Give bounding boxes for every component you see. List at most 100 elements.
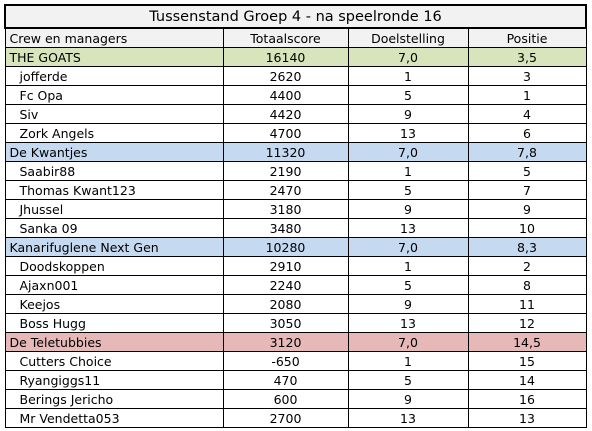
member-name: Zork Angels xyxy=(4,123,224,143)
member-position: 8 xyxy=(467,275,587,295)
member-row: Saabir88 2190 1 5 xyxy=(4,161,587,181)
member-row: Cutters Choice -650 1 15 xyxy=(4,351,587,371)
member-position: 13 xyxy=(467,408,587,428)
team-row: THE GOATS 16140 7,0 3,5 xyxy=(4,47,587,67)
member-name: Sanka 09 xyxy=(4,218,224,238)
team-position: 8,3 xyxy=(467,237,587,257)
team-total: 10280 xyxy=(222,237,349,257)
team-name: THE GOATS xyxy=(4,47,224,67)
member-position: 2 xyxy=(467,256,587,276)
member-total: 2620 xyxy=(222,66,349,86)
member-position: 15 xyxy=(467,351,587,371)
member-position: 11 xyxy=(467,294,587,314)
member-total: 2910 xyxy=(222,256,349,276)
standings-table: Tussenstand Groep 4 - na speelronde 16 C… xyxy=(4,4,587,428)
member-name: Doodskoppen xyxy=(4,256,224,276)
member-name: Ajaxn001 xyxy=(4,275,224,295)
member-total: 3180 xyxy=(222,199,349,219)
member-row: Ryangiggs11 470 5 14 xyxy=(4,370,587,390)
member-position: 4 xyxy=(467,104,587,124)
member-total: 600 xyxy=(222,389,349,409)
member-name: Keejos xyxy=(4,294,224,314)
team-position: 14,5 xyxy=(467,332,587,352)
member-name: Ryangiggs11 xyxy=(4,370,224,390)
header-row: Crew en managers Totaalscore Doelstellin… xyxy=(4,27,587,48)
member-total: 4420 xyxy=(222,104,349,124)
team-goal: 7,0 xyxy=(347,142,469,162)
member-position: 9 xyxy=(467,199,587,219)
member-total: -650 xyxy=(222,351,349,371)
member-row: Siv 4420 9 4 xyxy=(4,104,587,124)
member-row: Thomas Kwant123 2470 5 7 xyxy=(4,180,587,200)
member-position: 12 xyxy=(467,313,587,333)
column-header-total: Totaalscore xyxy=(222,27,349,48)
standings-sheet: Tussenstand Groep 4 - na speelronde 16 C… xyxy=(4,4,587,428)
member-position: 10 xyxy=(467,218,587,238)
member-total: 2470 xyxy=(222,180,349,200)
title-row: Tussenstand Groep 4 - na speelronde 16 xyxy=(4,4,587,29)
member-goal: 13 xyxy=(347,408,469,428)
team-row: De Teletubbies 3120 7,0 14,5 xyxy=(4,332,587,352)
member-total: 2240 xyxy=(222,275,349,295)
member-goal: 9 xyxy=(347,294,469,314)
team-goal: 7,0 xyxy=(347,332,469,352)
member-name: Boss Hugg xyxy=(4,313,224,333)
member-goal: 9 xyxy=(347,104,469,124)
member-goal: 13 xyxy=(347,123,469,143)
member-name: Mr Vendetta053 xyxy=(4,408,224,428)
member-goal: 13 xyxy=(347,313,469,333)
member-goal: 1 xyxy=(347,66,469,86)
member-goal: 9 xyxy=(347,389,469,409)
table-title: Tussenstand Groep 4 - na speelronde 16 xyxy=(4,4,587,29)
member-total: 4400 xyxy=(222,85,349,105)
member-position: 16 xyxy=(467,389,587,409)
member-total: 2700 xyxy=(222,408,349,428)
member-row: Doodskoppen 2910 1 2 xyxy=(4,256,587,276)
member-name: Jhussel xyxy=(4,199,224,219)
member-position: 6 xyxy=(467,123,587,143)
member-row: jofferde 2620 1 3 xyxy=(4,66,587,86)
member-total: 470 xyxy=(222,370,349,390)
team-total: 3120 xyxy=(222,332,349,352)
member-goal: 13 xyxy=(347,218,469,238)
team-total: 16140 xyxy=(222,47,349,67)
team-name: De Teletubbies xyxy=(4,332,224,352)
member-row: Boss Hugg 3050 13 12 xyxy=(4,313,587,333)
member-row: Zork Angels 4700 13 6 xyxy=(4,123,587,143)
member-row: Berings Jericho 600 9 16 xyxy=(4,389,587,409)
member-name: jofferde xyxy=(4,66,224,86)
member-total: 2080 xyxy=(222,294,349,314)
member-name: Thomas Kwant123 xyxy=(4,180,224,200)
member-name: Siv xyxy=(4,104,224,124)
member-goal: 9 xyxy=(347,199,469,219)
member-position: 3 xyxy=(467,66,587,86)
member-position: 5 xyxy=(467,161,587,181)
team-row: Kanarifuglene Next Gen 10280 7,0 8,3 xyxy=(4,237,587,257)
member-position: 7 xyxy=(467,180,587,200)
team-total: 11320 xyxy=(222,142,349,162)
member-total: 3480 xyxy=(222,218,349,238)
team-position: 3,5 xyxy=(467,47,587,67)
column-header-name: Crew en managers xyxy=(4,27,224,48)
member-row: Sanka 09 3480 13 10 xyxy=(4,218,587,238)
member-row: Keejos 2080 9 11 xyxy=(4,294,587,314)
team-name: Kanarifuglene Next Gen xyxy=(4,237,224,257)
member-name: Cutters Choice xyxy=(4,351,224,371)
team-position: 7,8 xyxy=(467,142,587,162)
member-row: Ajaxn001 2240 5 8 xyxy=(4,275,587,295)
team-goal: 7,0 xyxy=(347,237,469,257)
member-goal: 1 xyxy=(347,351,469,371)
member-total: 4700 xyxy=(222,123,349,143)
member-goal: 1 xyxy=(347,256,469,276)
member-position: 14 xyxy=(467,370,587,390)
team-name: De Kwantjes xyxy=(4,142,224,162)
member-row: Fc Opa 4400 5 1 xyxy=(4,85,587,105)
member-name: Berings Jericho xyxy=(4,389,224,409)
team-row: De Kwantjes 11320 7,0 7,8 xyxy=(4,142,587,162)
member-goal: 5 xyxy=(347,370,469,390)
member-goal: 5 xyxy=(347,180,469,200)
column-header-position: Positie xyxy=(467,27,587,48)
member-name: Saabir88 xyxy=(4,161,224,181)
member-row: Mr Vendetta053 2700 13 13 xyxy=(4,408,587,428)
member-name: Fc Opa xyxy=(4,85,224,105)
